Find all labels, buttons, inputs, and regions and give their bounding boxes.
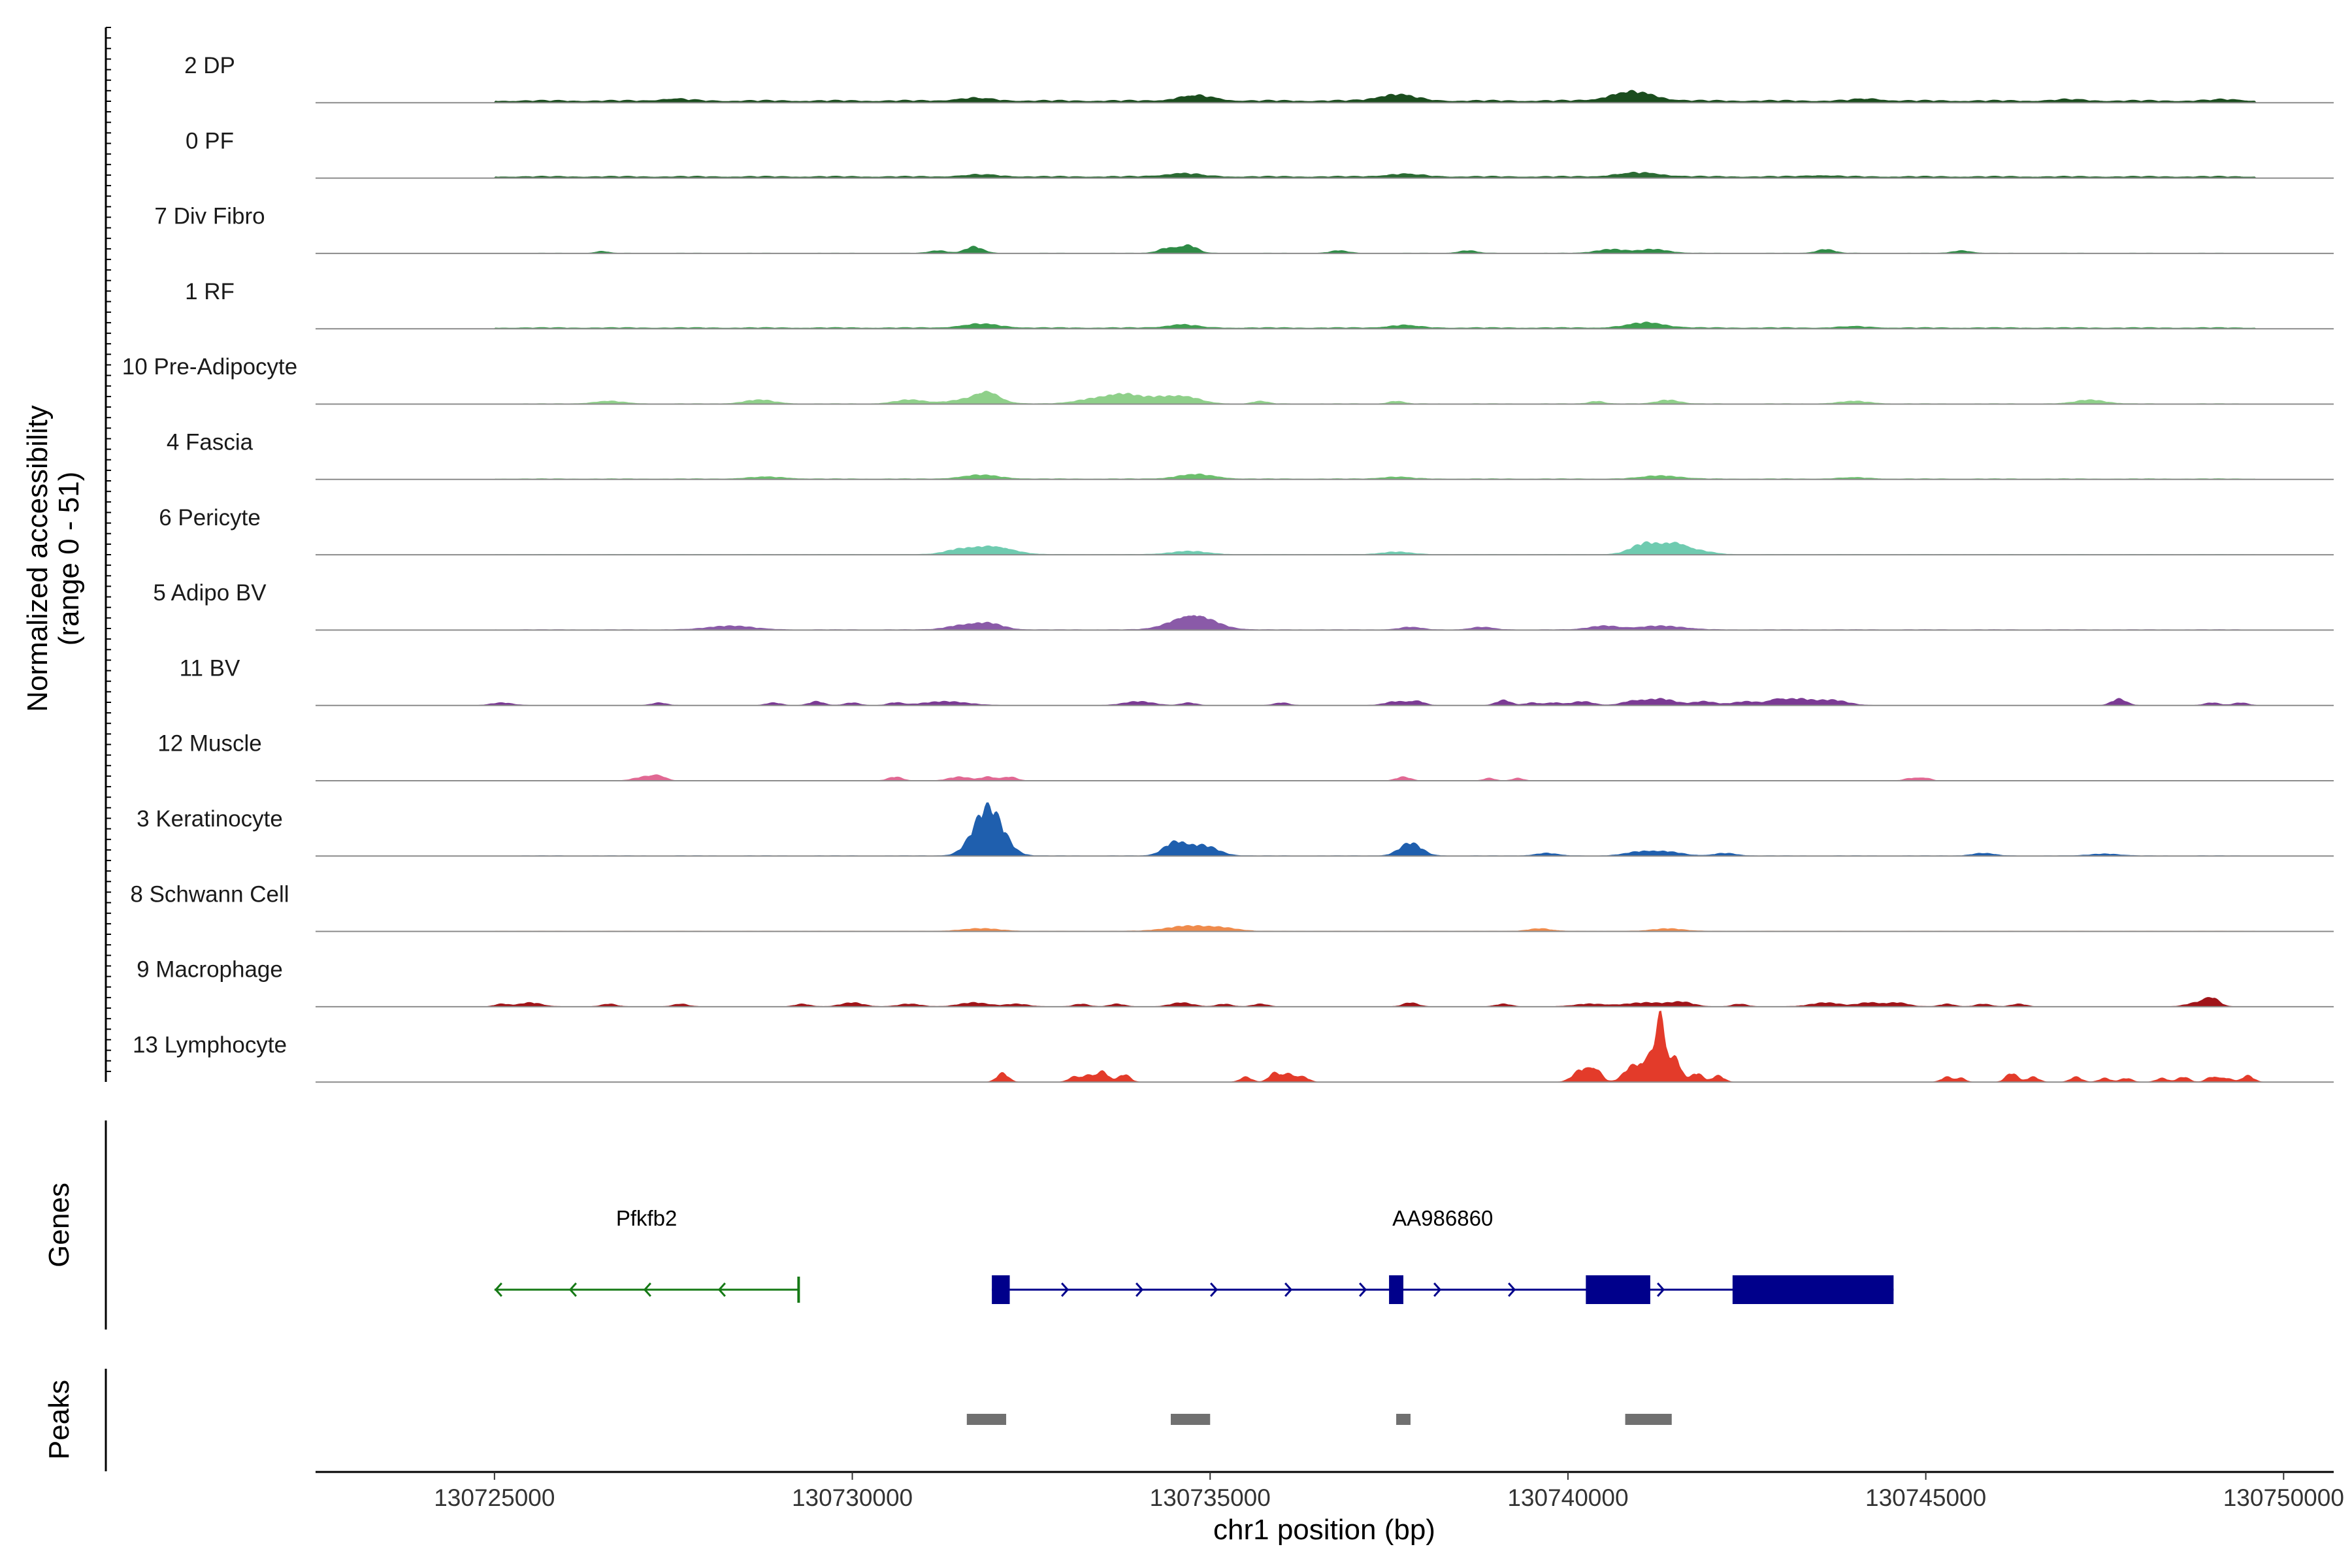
track-label: 10 Pre-Adipocyte	[122, 354, 297, 380]
strand-arrow	[494, 1282, 502, 1298]
x-axis-label: chr1 position (bp)	[1213, 1514, 1435, 1546]
x-axis: 130725000 130730000 130735000 130740000 1307…	[434, 1472, 2344, 1511]
track-5-adipo-bv: 5 Adipo BV	[153, 580, 2334, 631]
y-axis-label-line2: (range 0 - 51)	[53, 472, 85, 646]
gene-pfkfb2: Pfkfb2	[494, 1206, 800, 1303]
track-label: 8 Schwann Cell	[130, 881, 289, 907]
track-2-dp: 2 DP	[184, 53, 2334, 104]
x-tick-label: 130750000	[2223, 1484, 2344, 1511]
strand-arrow	[1359, 1282, 1367, 1298]
exon	[992, 1275, 1010, 1304]
track-12-muscle: 12 Muscle	[157, 731, 2334, 781]
track-label: 7 Div Fibro	[154, 204, 265, 229]
exon	[1389, 1275, 1403, 1304]
strand-arrow	[1508, 1282, 1516, 1298]
peak-regions	[966, 1414, 1672, 1425]
strand-arrow	[1657, 1282, 1665, 1298]
gene-annotations: Pfkfb2 AA986860	[494, 1206, 1894, 1304]
x-tick-label: 130740000	[1507, 1484, 1628, 1511]
strand-arrow	[568, 1282, 577, 1298]
x-tick-label: 130745000	[1865, 1484, 1986, 1511]
peak-region	[1170, 1414, 1211, 1425]
gene-label: Pfkfb2	[616, 1206, 678, 1230]
track-9-macrophage: 9 Macrophage	[137, 957, 2334, 1007]
strand-arrow	[1433, 1282, 1442, 1298]
track-6-pericyte: 6 Pericyte	[159, 505, 2334, 556]
track-label: 0 PF	[186, 128, 234, 154]
track-4-fascia: 4 Fascia	[167, 430, 2334, 480]
gene-aa986860: AA986860	[992, 1206, 1894, 1304]
track-label: 3 Keratinocyte	[137, 806, 283, 832]
track-7-div-fibro: 7 Div Fibro	[154, 204, 2334, 254]
gene-label: AA986860	[1392, 1206, 1493, 1230]
strand-arrow	[1284, 1282, 1293, 1298]
y-axis-label-line1: Normalized accessibility	[22, 405, 54, 711]
track-label: 11 BV	[180, 655, 240, 681]
track-label: 4 Fascia	[167, 430, 253, 455]
x-tick-label: 130735000	[1150, 1484, 1271, 1511]
track-label: 5 Adipo BV	[153, 580, 267, 606]
track-11-bv: 11 BV	[180, 655, 2334, 706]
coverage-area	[316, 90, 2334, 103]
coverage-y-axis	[105, 27, 111, 1082]
coverage-area	[316, 321, 2334, 329]
x-tick-label: 130725000	[434, 1484, 555, 1511]
exon	[1586, 1275, 1650, 1304]
track-8-schwann-cell: 8 Schwann Cell	[130, 881, 2334, 932]
strand-arrow	[1061, 1282, 1070, 1298]
track-3-keratinocyte: 3 Keratinocyte	[137, 802, 2334, 857]
strand-arrow	[1135, 1282, 1144, 1298]
strand-arrow	[717, 1282, 726, 1298]
strand-arrow	[643, 1282, 651, 1298]
coverage-area	[316, 171, 2334, 178]
strand-arrow	[1210, 1282, 1218, 1298]
track-13-lymphocyte: 13 Lymphocyte	[133, 1010, 2334, 1083]
track-0-pf: 0 PF	[186, 128, 2334, 179]
track-label: 6 Pericyte	[159, 505, 261, 531]
x-tick-label: 130730000	[792, 1484, 913, 1511]
track-1-rf: 1 RF	[185, 279, 2334, 330]
peak-region	[1625, 1414, 1672, 1425]
peaks-panel-label: Peaks	[43, 1380, 75, 1460]
track-label: 12 Muscle	[157, 731, 262, 757]
track-label: 1 RF	[185, 279, 235, 304]
track-label: 9 Macrophage	[137, 957, 283, 983]
peak-region	[966, 1414, 1007, 1425]
coverage-tracks: 2 DP 0 PF 7 Div Fibro 1 RF 10 Pre-Adipocyte 4…	[122, 53, 2334, 1083]
track-label: 13 Lymphocyte	[133, 1032, 287, 1058]
track-10-pre-adipocyte: 10 Pre-Adipocyte	[122, 354, 2334, 405]
track-label: 2 DP	[184, 53, 235, 78]
peak-region	[1396, 1414, 1411, 1425]
exon	[1732, 1275, 1894, 1304]
genes-panel-label: Genes	[43, 1183, 75, 1267]
